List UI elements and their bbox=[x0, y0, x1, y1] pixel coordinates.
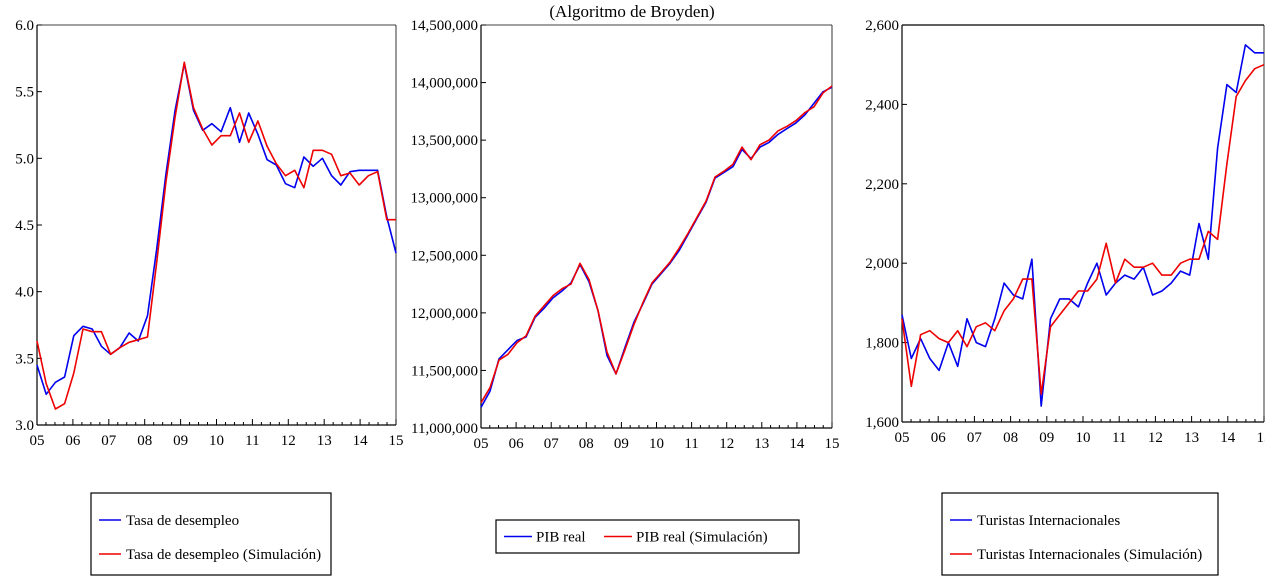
legend-box bbox=[90, 492, 332, 576]
series-line-simulation bbox=[36, 61, 396, 410]
x-tick-label: 15 bbox=[389, 433, 404, 449]
x-tick-label: 07 bbox=[967, 430, 983, 446]
series-line-simulation bbox=[480, 85, 833, 404]
chart-3: 1,600 1,800 2,000 2,200 2,400 2,600 05 06 07 08 09… bbox=[865, 18, 1265, 576]
legend: Turistas Internacionales Turistas Interna… bbox=[941, 492, 1219, 576]
legend: Tasa de desempleo Tasa de desempleo (Simu… bbox=[90, 492, 332, 576]
x-tick-label: 14 bbox=[1220, 430, 1236, 446]
y-tick-label: 11,500,000 bbox=[411, 363, 478, 379]
x-tick-label: 14 bbox=[789, 436, 805, 452]
x-tick-label: 07 bbox=[101, 433, 117, 449]
y-tick-label: 4.0 bbox=[15, 285, 34, 301]
x-tick-label: 09 bbox=[614, 436, 629, 452]
series-line-actual bbox=[480, 86, 833, 408]
x-tick-label: 07 bbox=[544, 436, 560, 452]
chart-1: 3.0 3.5 4.0 4.5 5.0 5.5 6.0 05 06 07 08 09 10 11 12 13 1… bbox=[15, 18, 404, 576]
x-tick-label: 12 bbox=[1148, 430, 1163, 446]
x-tick-label: 12 bbox=[281, 433, 296, 449]
y-tick-label: 5.5 bbox=[15, 85, 34, 101]
x-tick-label: 10 bbox=[209, 433, 224, 449]
y-tick-label: 2,200 bbox=[865, 177, 899, 193]
x-tick-label: 05 bbox=[895, 430, 910, 446]
y-tick-label: 2,600 bbox=[865, 18, 899, 34]
x-tick-label: 08 bbox=[1003, 430, 1018, 446]
y-tick-label: 13,500,000 bbox=[411, 133, 479, 149]
y-tick-label: 3.5 bbox=[15, 351, 34, 367]
y-tick-label: 1,800 bbox=[865, 336, 899, 352]
y-tick-label: 6.0 bbox=[15, 18, 34, 34]
legend: PIB real PIB real (Simulación) bbox=[495, 519, 800, 554]
y-tick-label: 5.0 bbox=[15, 151, 34, 167]
x-tick-label: 13 bbox=[317, 433, 332, 449]
y-tick-label: 4.5 bbox=[15, 218, 34, 234]
legend-box bbox=[941, 492, 1219, 576]
y-tick-label: 2,000 bbox=[865, 256, 899, 272]
y-tick-label: 12,000,000 bbox=[411, 306, 479, 322]
legend-label: Tasa de desempleo bbox=[126, 513, 239, 529]
x-tick-label: 09 bbox=[173, 433, 188, 449]
series-line-actual bbox=[36, 62, 397, 396]
x-tick-label: 15 bbox=[1257, 430, 1265, 446]
x-tick-label: 09 bbox=[1039, 430, 1054, 446]
x-tick-label: 11 bbox=[245, 433, 259, 449]
legend-label: PIB real bbox=[536, 530, 586, 546]
figure-title: (Algoritmo de Broyden) bbox=[549, 2, 714, 21]
x-tick-label: 10 bbox=[649, 436, 664, 452]
chart-2: 11,000,000 11,500,000 12,000,000 12,500,000… bbox=[411, 18, 840, 554]
y-tick-label: 13,000,000 bbox=[411, 191, 479, 207]
y-tick-label: 11,000,000 bbox=[411, 421, 478, 437]
legend-label: Turistas Internacionales bbox=[977, 513, 1120, 529]
x-tick-label: 05 bbox=[474, 436, 489, 452]
x-tick-label: 08 bbox=[579, 436, 594, 452]
y-tick-label: 3.0 bbox=[15, 418, 34, 434]
x-tick-label: 12 bbox=[719, 436, 734, 452]
legend-box bbox=[495, 519, 800, 554]
charts-group: 3.03.54.04.55.05.56.005 06 07 08 09 10 11 12 13 1… bbox=[15, 18, 1265, 576]
legend-label: Tasa de desempleo (Simulación) bbox=[126, 547, 321, 563]
x-tick-label: 06 bbox=[509, 436, 525, 452]
x-tick-label: 06 bbox=[65, 433, 81, 449]
x-tick-label: 13 bbox=[1184, 430, 1199, 446]
x-tick-label: 08 bbox=[137, 433, 152, 449]
x-tick-label: 10 bbox=[1076, 430, 1091, 446]
y-tick-label: 12,500,000 bbox=[411, 248, 479, 264]
y-tick-label: 14,000,000 bbox=[411, 76, 479, 92]
x-tick-label: 11 bbox=[1112, 430, 1126, 446]
series-line-simulation bbox=[901, 63, 1265, 396]
x-tick-label: 05 bbox=[30, 433, 45, 449]
x-tick-label: 11 bbox=[684, 436, 698, 452]
x-tick-label: 14 bbox=[353, 433, 369, 449]
x-tick-label: 06 bbox=[931, 430, 947, 446]
x-tick-label: 13 bbox=[754, 436, 769, 452]
y-tick-label: 2,400 bbox=[865, 97, 899, 113]
y-tick-label: 1,600 bbox=[865, 415, 899, 431]
legend-label: Turistas Internacionales (Simulación) bbox=[977, 547, 1202, 563]
legend-label: PIB real (Simulación) bbox=[636, 530, 768, 546]
series-line-actual bbox=[901, 44, 1264, 407]
x-tick-label: 15 bbox=[825, 436, 840, 452]
y-tick-label: 14,500,000 bbox=[411, 18, 479, 34]
